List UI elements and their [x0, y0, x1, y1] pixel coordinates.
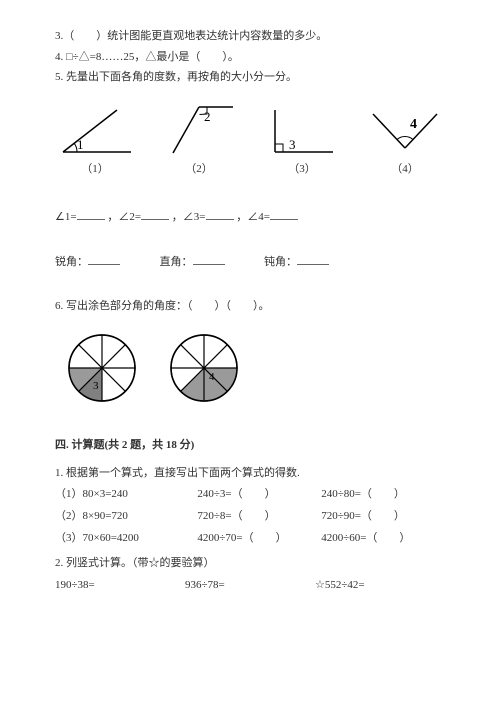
angle3-prefix: ，∠3=: [172, 211, 206, 223]
label-acute: 锐角：: [55, 256, 88, 268]
blank-angle2[interactable]: [141, 208, 169, 220]
calc-1-b: 240÷3=（ ）: [197, 486, 321, 504]
angle1-prefix: ∠1=: [55, 211, 77, 223]
angle2-prefix: ，∠2=: [107, 211, 141, 223]
calc-row-1: （1）80×3=240 240÷3=（ ） 240÷80=（ ）: [55, 486, 445, 504]
angle-caption-4: （4）: [365, 161, 445, 179]
blank-angle3[interactable]: [206, 208, 234, 220]
pie-circles-row: 3 4: [63, 329, 445, 407]
question-4: 4. □÷△=8……25，△最小是（ ）。: [55, 49, 445, 67]
angle-figure-3: 3 （3）: [263, 104, 341, 179]
angle-label-3: 3: [289, 137, 296, 152]
blank-right[interactable]: [193, 253, 225, 265]
section-4-header: 四. 计算题(共 2 题，共 18 分): [55, 437, 445, 455]
calc-row-2: （2）8×90=720 720÷8=（ ） 720÷90=（ ）: [55, 508, 445, 526]
angle4-prefix: ，∠4=: [236, 211, 270, 223]
angle-figure-4: 4 （4）: [365, 104, 445, 179]
calc-2-c: 720÷90=（ ）: [321, 508, 445, 526]
calc-3-b: 4200÷70=（ ）: [197, 530, 321, 548]
angle-figure-2: 2 （2）: [159, 99, 239, 179]
calc-q1: 1. 根据第一个算式，直接写出下面两个算式的得数.: [55, 465, 445, 483]
angle-caption-3: （3）: [263, 161, 341, 179]
angle-label-2: 2: [204, 109, 211, 124]
calc-3-a: （3）70×60=4200: [55, 530, 197, 548]
pie-label-2: 4: [209, 371, 215, 383]
vcalc-3: ☆552÷42=: [315, 577, 445, 595]
question-5: 5. 先量出下面各角的度数，再按角的大小分一分。: [55, 69, 445, 87]
calc-2-b: 720÷8=（ ）: [197, 508, 321, 526]
question-3: 3.（ ）统计图能更直观地表达统计内容数量的多少。: [55, 28, 445, 46]
blank-obtuse[interactable]: [297, 253, 329, 265]
angle-label-1: 1: [77, 137, 84, 152]
calc-q2: 2. 列竖式计算。（带☆的要验算）: [55, 555, 445, 573]
blank-acute[interactable]: [88, 253, 120, 265]
pie-circle-1: 3: [63, 329, 141, 407]
pie-label-1: 3: [93, 380, 99, 392]
angles-figure-row: 1 （1） 2 （2） 3 （3） 4 （4）: [55, 99, 445, 179]
angle-caption-1: （1）: [55, 161, 135, 179]
angle-measure-blanks: ∠1= ，∠2= ，∠3= ，∠4=: [55, 208, 445, 227]
vcalc-1: 190÷38=: [55, 577, 185, 595]
blank-angle1[interactable]: [77, 208, 105, 220]
angle-type-blanks: 锐角： 直角： 钝角：: [55, 253, 445, 272]
calc-1-a: （1）80×3=240: [55, 486, 197, 504]
angle-caption-2: （2）: [159, 161, 239, 179]
label-right: 直角：: [160, 256, 193, 268]
calc-1-c: 240÷80=（ ）: [321, 486, 445, 504]
question-6: 6. 写出涂色部分角的角度：（ ）（ ）。: [55, 298, 445, 316]
blank-angle4[interactable]: [270, 208, 298, 220]
calc-3-c: 4200÷60=（ ）: [321, 530, 445, 548]
calc-row-3: （3）70×60=4200 4200÷70=（ ） 4200÷60=（ ）: [55, 530, 445, 548]
vcalc-2: 936÷78=: [185, 577, 315, 595]
angle-label-4: 4: [410, 117, 417, 132]
calc-2-a: （2）8×90=720: [55, 508, 197, 526]
pie-circle-2: 4: [165, 329, 243, 407]
vertical-calc-row: 190÷38= 936÷78= ☆552÷42=: [55, 577, 445, 595]
angle-figure-1: 1 （1）: [55, 104, 135, 179]
label-obtuse: 钝角：: [264, 256, 297, 268]
